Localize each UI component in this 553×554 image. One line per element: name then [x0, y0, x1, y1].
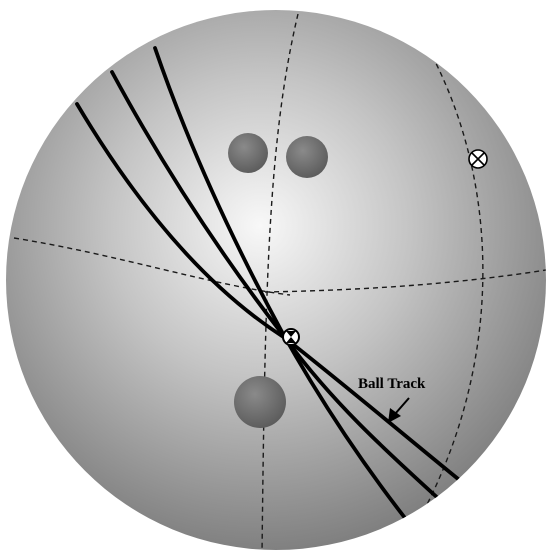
- grid-lines: [13, 13, 546, 550]
- hourglass-circle-marker-icon: [282, 328, 300, 346]
- circle-x-marker-icon: [468, 149, 488, 169]
- ball-track-label: Ball Track: [358, 376, 426, 392]
- arrow-down-left-icon: [388, 397, 410, 423]
- finger-hole-left: [228, 133, 268, 173]
- thumb-hole: [234, 376, 286, 428]
- grid-line-equator-left: [13, 237, 291, 296]
- grid-line-equator-right: [264, 269, 546, 293]
- bowling-ball: [6, 10, 546, 550]
- track-line-3: [153, 46, 407, 520]
- finger-hole-right: [286, 136, 328, 178]
- grid-line-meridian-center: [261, 13, 299, 550]
- grid-line-meridian-right: [419, 47, 484, 519]
